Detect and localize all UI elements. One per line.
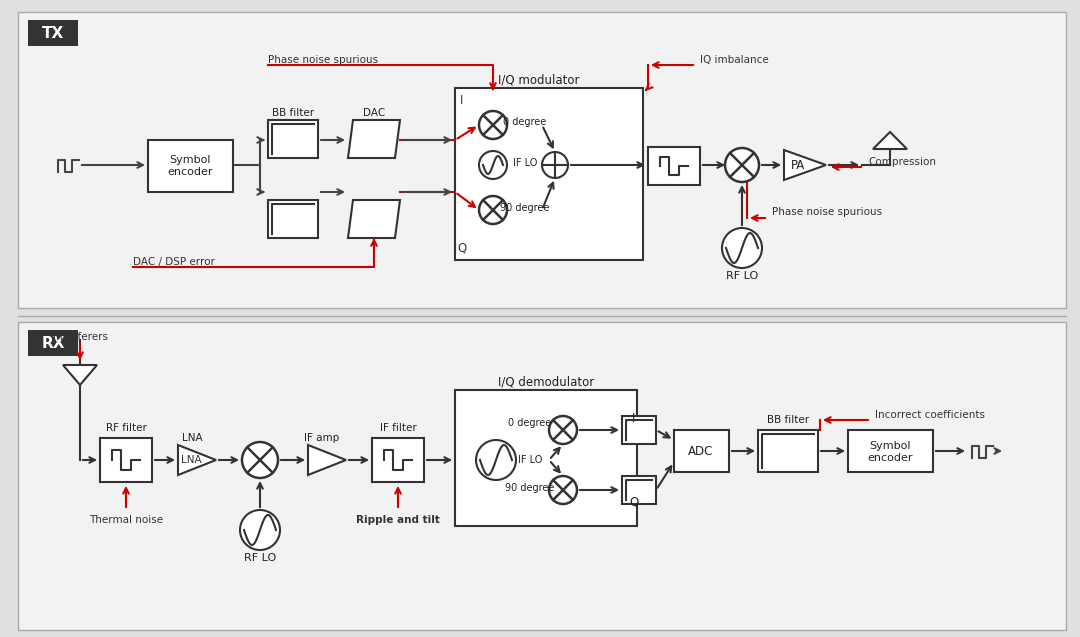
Text: BB filter: BB filter	[767, 415, 809, 425]
Text: LNA: LNA	[181, 433, 202, 443]
Text: I/Q modulator: I/Q modulator	[498, 73, 580, 87]
Text: IQ imbalance: IQ imbalance	[700, 55, 769, 65]
Polygon shape	[63, 365, 97, 385]
Text: RX: RX	[41, 336, 65, 350]
Text: Phase noise spurious: Phase noise spurious	[772, 207, 882, 217]
Bar	[28, 20, 78, 46]
Text: BB filter: BB filter	[272, 108, 314, 118]
Text: DAC / DSP error: DAC / DSP error	[133, 257, 215, 267]
Text: IF filter: IF filter	[380, 423, 417, 433]
Text: ADC: ADC	[688, 445, 714, 457]
Text: Thermal noise: Thermal noise	[89, 515, 163, 525]
Bar	[622, 416, 656, 444]
Text: TX: TX	[42, 25, 64, 41]
Circle shape	[549, 416, 577, 444]
Text: IF LO: IF LO	[513, 158, 537, 168]
Circle shape	[240, 510, 280, 550]
Text: 0 degree: 0 degree	[509, 418, 552, 428]
Circle shape	[480, 151, 507, 179]
Text: I: I	[632, 412, 636, 424]
Text: IF LO: IF LO	[517, 455, 542, 465]
Text: Phase noise spurious: Phase noise spurious	[268, 55, 378, 65]
Bar	[455, 390, 637, 526]
Text: 90 degree: 90 degree	[500, 203, 550, 213]
Text: Incorrect coefficients: Incorrect coefficients	[875, 410, 985, 420]
Text: PA: PA	[791, 159, 805, 171]
Circle shape	[242, 442, 278, 478]
Bar	[268, 200, 318, 238]
Bar	[622, 476, 656, 504]
Text: DAC: DAC	[363, 108, 386, 118]
Text: I/Q demodulator: I/Q demodulator	[498, 375, 594, 389]
Text: RF LO: RF LO	[726, 271, 758, 281]
Bar	[28, 330, 78, 356]
Text: Symbol: Symbol	[869, 441, 910, 451]
Circle shape	[725, 148, 759, 182]
Text: RF LO: RF LO	[244, 553, 276, 563]
Bar	[268, 120, 318, 158]
Bar	[674, 430, 729, 472]
Polygon shape	[178, 445, 216, 475]
Circle shape	[549, 476, 577, 504]
Text: Symbol: Symbol	[170, 155, 211, 165]
Polygon shape	[873, 132, 907, 149]
Bar	[455, 88, 643, 260]
Circle shape	[476, 440, 516, 480]
Text: RF filter: RF filter	[106, 423, 147, 433]
Text: 0 degree: 0 degree	[503, 117, 546, 127]
Text: 90 degree: 90 degree	[505, 483, 555, 493]
Circle shape	[480, 111, 507, 139]
Bar	[372, 438, 424, 482]
Text: Q: Q	[457, 241, 467, 255]
Text: Interferers: Interferers	[53, 332, 108, 342]
Text: IF amp: IF amp	[305, 433, 339, 443]
Text: encoder: encoder	[167, 167, 213, 177]
Circle shape	[480, 196, 507, 224]
Text: Q: Q	[630, 496, 638, 508]
Bar	[100, 438, 152, 482]
Circle shape	[723, 228, 762, 268]
Text: Compression: Compression	[868, 157, 936, 167]
Bar	[648, 147, 700, 185]
Bar	[758, 430, 818, 472]
Circle shape	[542, 152, 568, 178]
Bar	[148, 140, 233, 192]
Bar	[18, 12, 1066, 308]
Bar	[18, 322, 1066, 630]
Text: Ripple and tilt: Ripple and tilt	[356, 515, 440, 525]
Polygon shape	[308, 445, 346, 475]
Text: I: I	[460, 94, 463, 106]
Text: LNA: LNA	[181, 455, 202, 465]
Text: encoder: encoder	[867, 453, 913, 463]
Polygon shape	[348, 200, 400, 238]
Bar	[848, 430, 933, 472]
Polygon shape	[784, 150, 826, 180]
Polygon shape	[348, 120, 400, 158]
